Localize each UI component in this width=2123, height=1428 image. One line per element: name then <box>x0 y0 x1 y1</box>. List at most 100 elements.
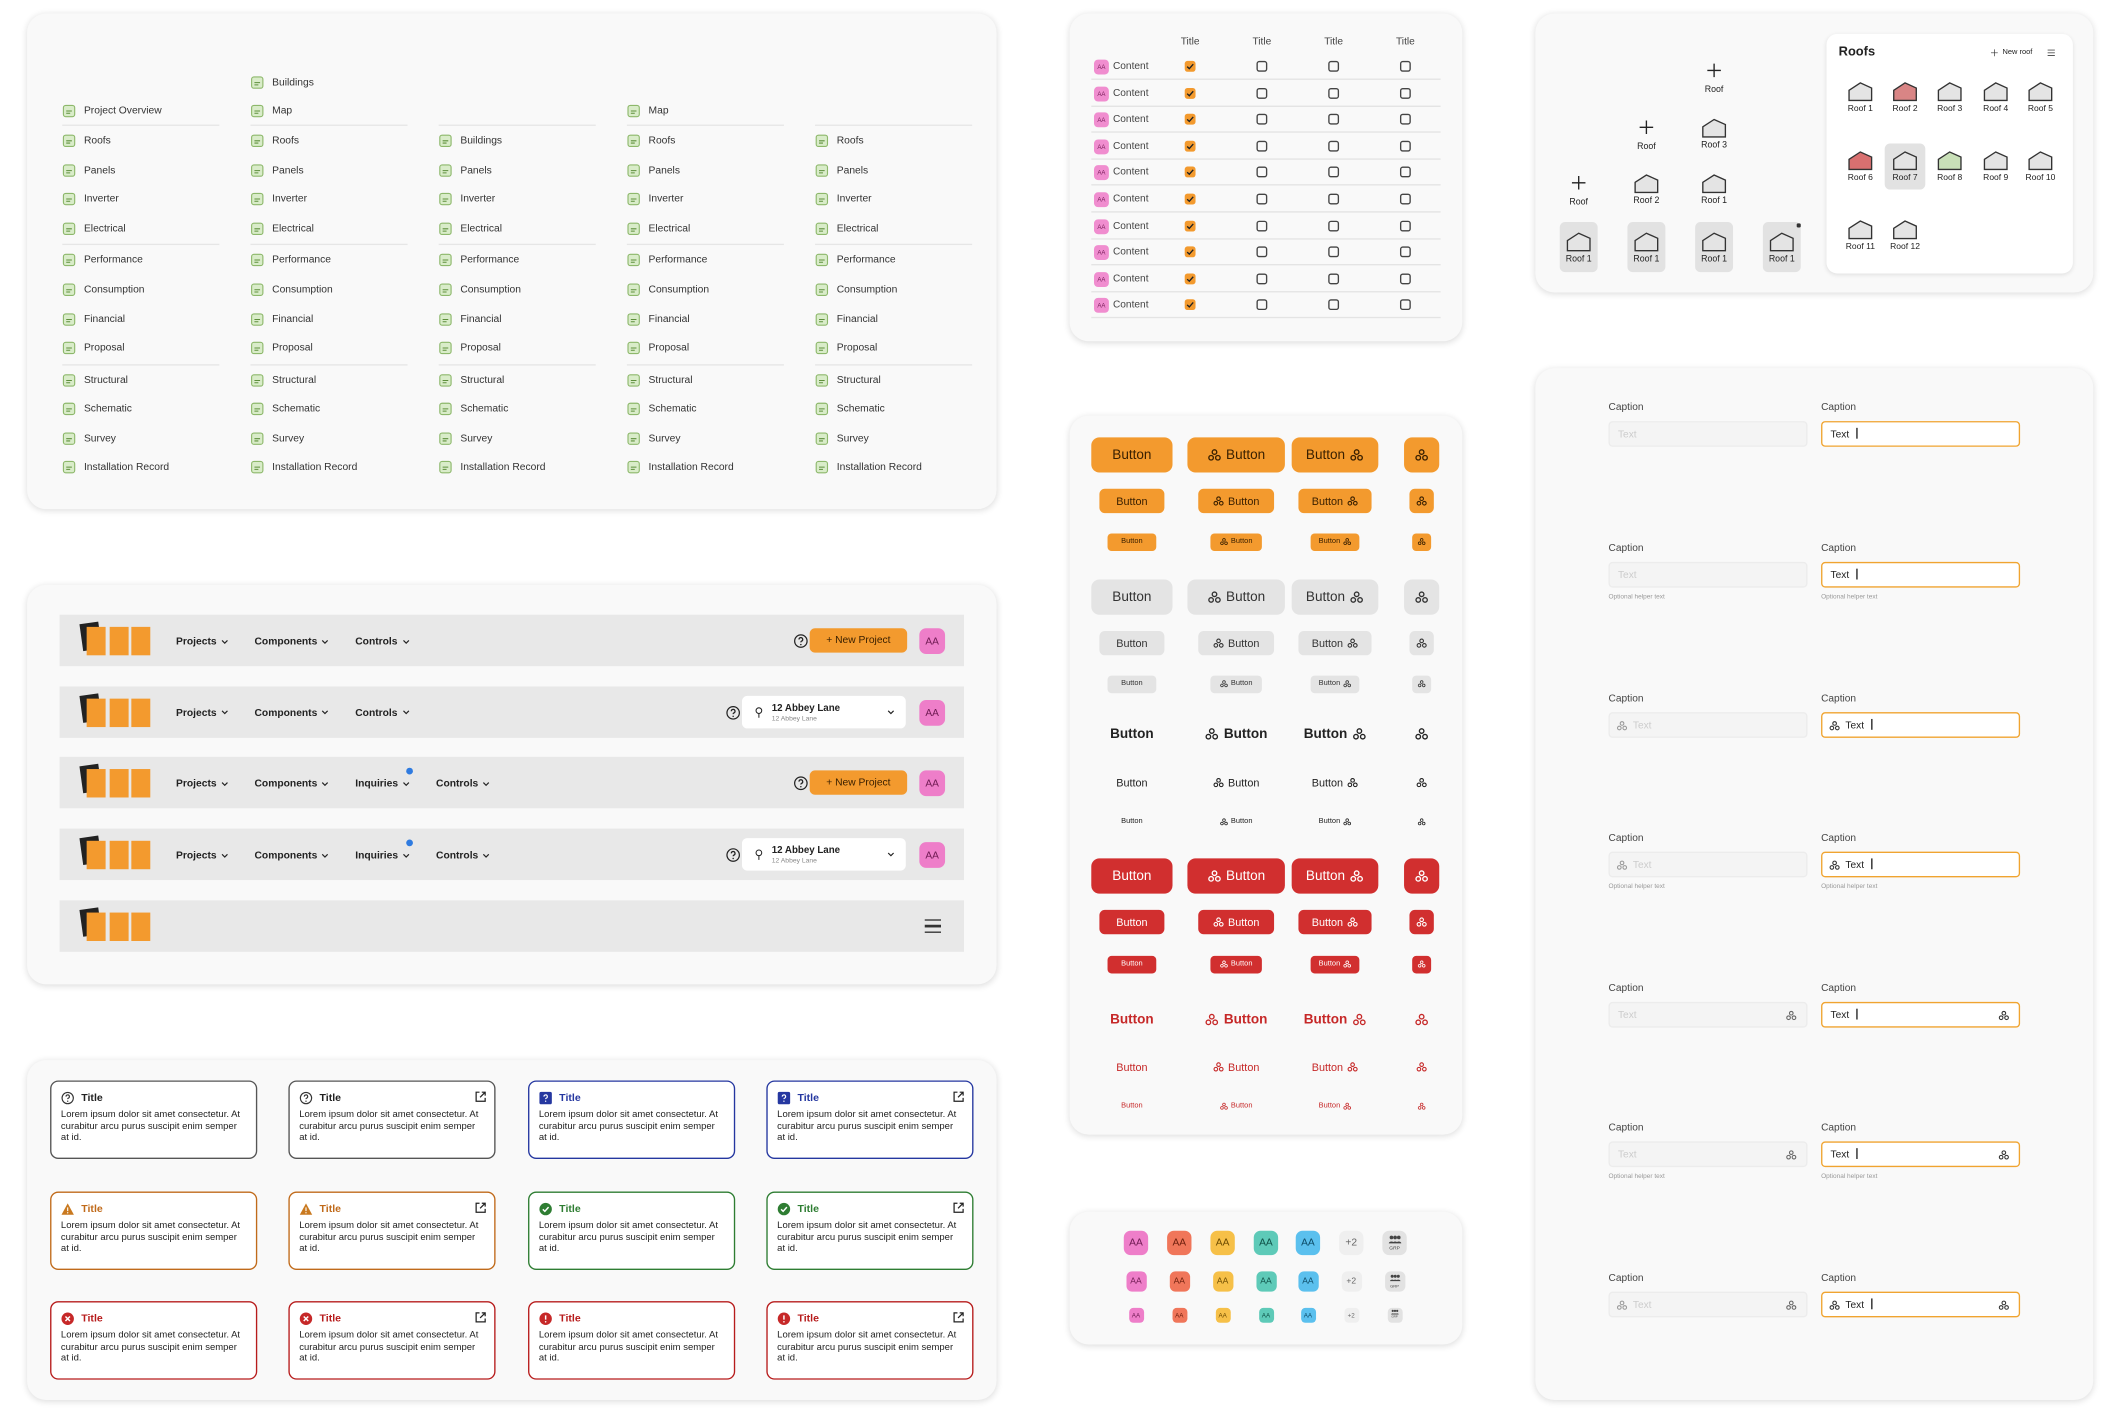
checkbox[interactable] <box>1399 273 1411 285</box>
checkbox[interactable] <box>1399 167 1411 178</box>
button[interactable]: Button <box>1091 858 1173 894</box>
checkbox[interactable] <box>1256 167 1268 178</box>
menu-item[interactable]: Map <box>648 104 669 117</box>
roof-label[interactable]: Roof 3 <box>1937 104 1963 114</box>
button[interactable]: Button <box>1210 532 1262 551</box>
button[interactable] <box>1404 716 1439 751</box>
menu-item[interactable]: Consumption <box>460 282 521 296</box>
menu-item[interactable]: Panels <box>648 163 681 177</box>
checkbox[interactable] <box>1256 140 1268 152</box>
button[interactable] <box>1412 955 1432 973</box>
menu-item[interactable]: Proposal <box>648 341 690 354</box>
menu-item[interactable]: Installation Record <box>460 460 546 473</box>
roof-label[interactable]: Roof 9 <box>1983 173 2009 183</box>
text-input[interactable]: Text <box>1608 561 1808 588</box>
roof-label[interactable]: Roof 5 <box>2027 104 2053 114</box>
checkbox[interactable] <box>1328 220 1340 231</box>
button[interactable]: Button <box>1298 488 1372 514</box>
menu-item[interactable]: Electrical <box>648 222 691 235</box>
button[interactable]: Button <box>1107 674 1157 693</box>
checkbox[interactable] <box>1256 87 1268 99</box>
nav-item[interactable]: Components <box>255 848 331 863</box>
menu-item[interactable]: Performance <box>460 253 520 266</box>
text-input[interactable]: Text <box>1821 1001 2021 1028</box>
menu-item[interactable]: Map <box>272 104 293 117</box>
button[interactable]: Button <box>1298 1055 1371 1079</box>
checkbox[interactable] <box>1256 246 1268 258</box>
button[interactable]: Button <box>1310 674 1360 693</box>
menu-item[interactable]: Financial <box>836 312 878 325</box>
roof-label[interactable]: Roof 1 <box>1633 254 1660 265</box>
menu-item[interactable]: Structural <box>460 373 505 386</box>
checkbox[interactable] <box>1328 193 1340 205</box>
menu-item[interactable]: Survey <box>648 431 681 445</box>
menu-item[interactable]: Buildings <box>460 134 503 147</box>
primary-button[interactable]: + New Project <box>809 628 908 653</box>
menu-item[interactable]: Electrical <box>272 222 314 235</box>
button[interactable]: Button <box>1091 1002 1172 1037</box>
nav-item[interactable]: Inquiries <box>355 768 413 791</box>
button[interactable]: Button <box>1108 813 1157 831</box>
text-input[interactable]: Text <box>1821 421 2021 447</box>
checkbox[interactable] <box>1256 60 1268 72</box>
button[interactable] <box>1409 909 1434 935</box>
checkbox[interactable] <box>1256 273 1268 285</box>
checkbox[interactable] <box>1399 140 1411 152</box>
button[interactable]: Button <box>1091 579 1173 615</box>
roof-add-label[interactable]: Roof <box>1637 142 1656 152</box>
roof-label[interactable]: Roof 12 <box>1890 242 1920 252</box>
button[interactable]: Button <box>1187 437 1285 473</box>
menu-item[interactable]: Panels <box>272 163 304 177</box>
checkbox[interactable] <box>1399 87 1411 99</box>
roof-add-label[interactable]: Roof <box>1569 197 1588 208</box>
button[interactable]: Button <box>1107 955 1157 973</box>
button[interactable] <box>1412 674 1432 693</box>
menu-item[interactable]: Proposal <box>272 341 313 354</box>
menu-item[interactable]: Survey <box>272 431 305 445</box>
button[interactable]: Button <box>1291 579 1379 615</box>
checkbox[interactable] <box>1328 87 1340 99</box>
text-input[interactable]: Text <box>1608 851 1808 878</box>
button[interactable]: Button <box>1198 488 1275 514</box>
address-select[interactable]: 12 Abbey Lane 12 Abbey Lane <box>741 695 906 729</box>
button[interactable]: Button <box>1310 532 1360 551</box>
menu-item[interactable]: Panels <box>460 163 492 177</box>
menu-item[interactable]: Survey <box>83 431 116 445</box>
text-input[interactable]: Text <box>1608 421 1808 447</box>
button[interactable]: Button <box>1108 1097 1157 1115</box>
roof-label[interactable]: Roof 2 <box>1633 196 1660 206</box>
button[interactable]: Button <box>1291 437 1379 473</box>
button[interactable]: Button <box>1198 630 1275 656</box>
nav-item[interactable]: Controls <box>355 705 411 720</box>
menu-item[interactable]: Proposal <box>83 341 125 354</box>
text-input[interactable]: Text <box>1821 712 2021 738</box>
checkbox[interactable] <box>1184 193 1196 205</box>
roof-label[interactable]: Roof 10 <box>2025 173 2056 183</box>
checkbox[interactable] <box>1184 246 1196 258</box>
button[interactable]: Button <box>1310 955 1360 973</box>
checkbox[interactable] <box>1328 113 1340 125</box>
button[interactable] <box>1409 770 1433 794</box>
text-input[interactable]: Text <box>1608 712 1808 738</box>
button[interactable]: Button <box>1198 909 1275 935</box>
menu-item[interactable]: Financial <box>460 312 502 325</box>
menu-item[interactable]: Proposal <box>836 341 878 354</box>
button[interactable]: Button <box>1311 1097 1360 1115</box>
button[interactable]: Button <box>1198 770 1274 794</box>
button[interactable]: Button <box>1187 858 1285 894</box>
text-input[interactable]: Text <box>1821 561 2021 588</box>
button[interactable]: Button <box>1298 630 1372 656</box>
button[interactable]: Button <box>1187 716 1284 751</box>
checkbox[interactable] <box>1184 113 1196 125</box>
button[interactable]: Button <box>1187 1002 1284 1037</box>
checkbox[interactable] <box>1399 220 1411 231</box>
roof-label[interactable]: Roof 4 <box>1983 104 2009 114</box>
nav-item[interactable]: Components <box>255 634 331 649</box>
roof-add-label[interactable]: Roof <box>1704 85 1724 95</box>
button[interactable]: Button <box>1198 1055 1274 1079</box>
button[interactable]: Button <box>1099 488 1165 514</box>
menu-item[interactable]: Roofs <box>836 134 864 147</box>
menu-item[interactable]: Structural <box>648 373 693 386</box>
menu-item[interactable]: Survey <box>836 431 869 445</box>
menu-item[interactable]: Structural <box>836 373 881 386</box>
